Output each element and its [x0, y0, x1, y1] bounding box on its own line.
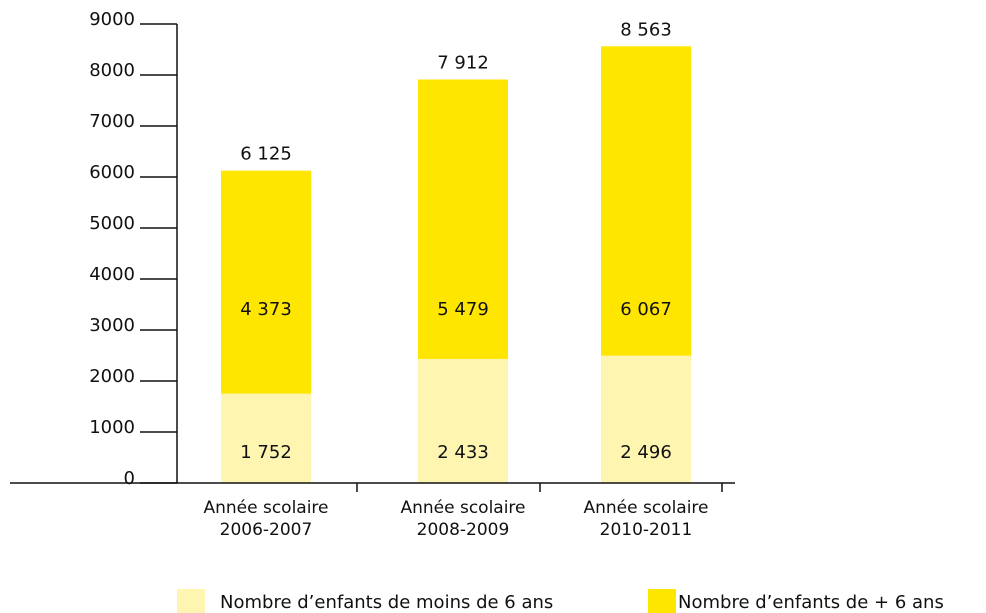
- legend-swatch: [648, 589, 676, 613]
- bar-segment: [418, 358, 508, 483]
- bar-segment: [601, 46, 691, 356]
- value-label: 6 067: [620, 299, 672, 320]
- y-tick-label: 9000: [89, 9, 135, 30]
- value-label: 2 433: [437, 442, 489, 463]
- y-tick-label: 6000: [89, 162, 135, 183]
- bar-segment: [418, 79, 508, 359]
- bar-segment: [221, 393, 311, 483]
- legend-label: Nombre d’enfants de moins de 6 ans: [220, 592, 553, 613]
- value-label: 4 373: [240, 299, 292, 320]
- value-label: 5 479: [437, 299, 489, 320]
- total-label: 8 563: [620, 19, 672, 40]
- legend-label: Nombre d’enfants de + 6 ans: [678, 592, 944, 613]
- y-tick-label: 4000: [89, 264, 135, 285]
- y-tick-label: 8000: [89, 60, 135, 81]
- value-label: 2 496: [620, 442, 672, 463]
- legend-swatch: [177, 589, 205, 613]
- y-tick-label: 0: [124, 468, 135, 489]
- bar-segment: [601, 355, 691, 483]
- value-label: 1 752: [240, 442, 292, 463]
- x-tick-label: Année scolaire 2006-2007: [203, 498, 329, 540]
- y-tick-label: 5000: [89, 213, 135, 234]
- total-label: 6 125: [240, 144, 292, 165]
- x-tick-label: Année scolaire 2010-2011: [583, 498, 709, 540]
- y-tick-label: 2000: [89, 366, 135, 387]
- y-tick-label: 3000: [89, 315, 135, 336]
- y-tick-label: 7000: [89, 111, 135, 132]
- x-tick-label: Année scolaire 2008-2009: [400, 498, 526, 540]
- y-tick-label: 1000: [89, 417, 135, 438]
- total-label: 7 912: [437, 52, 489, 73]
- bar-segment: [221, 170, 311, 394]
